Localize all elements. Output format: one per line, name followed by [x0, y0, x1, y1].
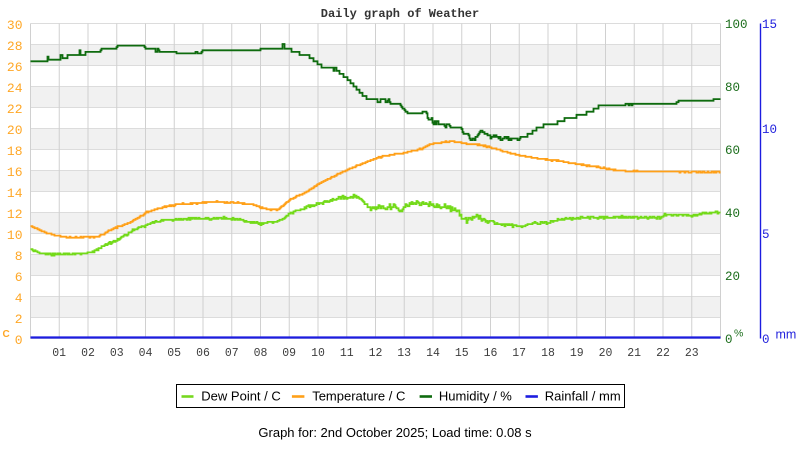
svg-text:20: 20	[725, 270, 740, 284]
svg-text:Temperature / C: Temperature / C	[312, 389, 405, 404]
svg-text:20: 20	[7, 123, 23, 138]
svg-text:80: 80	[725, 81, 740, 95]
svg-text:01: 01	[52, 347, 66, 360]
svg-text:15: 15	[762, 18, 777, 32]
svg-text:30: 30	[7, 18, 23, 33]
svg-text:11: 11	[340, 347, 354, 360]
svg-text:4: 4	[15, 291, 23, 306]
svg-text:Rainfall / mm: Rainfall / mm	[545, 389, 621, 404]
svg-text:0: 0	[725, 333, 733, 347]
svg-text:C: C	[3, 329, 10, 340]
svg-text:16: 16	[484, 347, 498, 360]
svg-text:10: 10	[762, 123, 777, 137]
svg-text:60: 60	[725, 144, 740, 158]
svg-text:02: 02	[81, 347, 95, 360]
svg-text:%: %	[734, 328, 743, 340]
svg-text:0: 0	[762, 333, 770, 347]
svg-text:03: 03	[110, 347, 124, 360]
svg-text:14: 14	[426, 347, 440, 360]
svg-text:18: 18	[541, 347, 555, 360]
svg-text:0: 0	[15, 333, 23, 348]
svg-text:6: 6	[15, 270, 23, 285]
svg-text:Dew Point / C: Dew Point / C	[201, 389, 280, 404]
svg-text:19: 19	[570, 347, 584, 360]
svg-text:100: 100	[725, 18, 748, 32]
svg-text:40: 40	[725, 207, 740, 221]
svg-text:23: 23	[685, 347, 699, 360]
svg-text:2: 2	[15, 312, 23, 327]
svg-text:8: 8	[15, 249, 23, 264]
svg-text:mm: mm	[776, 328, 797, 342]
svg-text:10: 10	[7, 228, 23, 243]
svg-text:10: 10	[311, 347, 325, 360]
svg-text:26: 26	[7, 60, 23, 75]
svg-text:5: 5	[762, 228, 770, 242]
svg-text:28: 28	[7, 39, 23, 54]
svg-text:09: 09	[282, 347, 296, 360]
svg-text:Humidity / %: Humidity / %	[439, 389, 512, 404]
svg-text:16: 16	[7, 165, 23, 180]
svg-text:15: 15	[455, 347, 469, 360]
svg-text:21: 21	[627, 347, 641, 360]
svg-text:12: 12	[7, 207, 23, 222]
svg-text:07: 07	[225, 347, 239, 360]
svg-text:22: 22	[656, 347, 670, 360]
svg-text:17: 17	[512, 347, 526, 360]
svg-text:Daily graph of Weather: Daily graph of Weather	[321, 7, 479, 21]
svg-text:04: 04	[139, 347, 153, 360]
svg-text:14: 14	[7, 186, 23, 201]
svg-text:18: 18	[7, 144, 23, 159]
svg-text:08: 08	[254, 347, 268, 360]
svg-text:13: 13	[397, 347, 411, 360]
svg-text:05: 05	[167, 347, 181, 360]
svg-text:Graph for: 2nd October 2025; L: Graph for: 2nd October 2025; Load time: …	[258, 425, 532, 440]
svg-text:20: 20	[599, 347, 613, 360]
svg-text:12: 12	[369, 347, 383, 360]
svg-text:22: 22	[7, 102, 23, 117]
svg-text:06: 06	[196, 347, 210, 360]
svg-text:24: 24	[7, 81, 23, 96]
